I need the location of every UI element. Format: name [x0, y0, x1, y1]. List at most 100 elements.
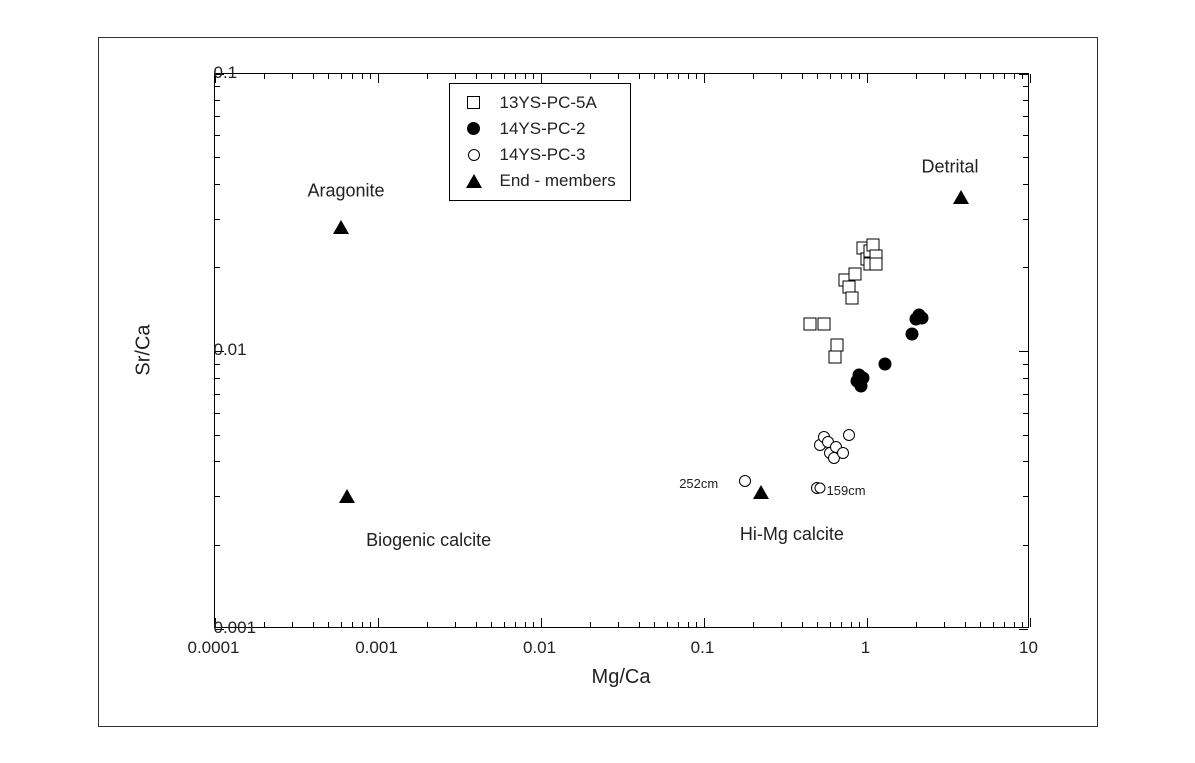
axis-tick: [993, 622, 994, 627]
axis-tick: [704, 618, 705, 627]
axis-tick: [618, 622, 619, 627]
axis-tick: [328, 622, 329, 627]
data-point: [848, 267, 861, 280]
axis-tick: [841, 622, 842, 627]
axis-tick: [1023, 364, 1028, 365]
axis-tick: [215, 184, 220, 185]
axis-tick: [696, 622, 697, 627]
axis-tick: [215, 378, 220, 379]
axis-tick: [378, 74, 379, 83]
legend-item: 14YS-PC-2: [460, 116, 616, 142]
axis-tick: [504, 74, 505, 79]
axis-tick: [1022, 622, 1023, 627]
annotation-label: Hi-Mg calcite: [740, 524, 844, 545]
axis-tick: [965, 622, 966, 627]
axis-tick: [215, 267, 220, 268]
x-tick-label: 10: [1019, 638, 1038, 658]
axis-tick: [491, 74, 492, 79]
axis-tick: [215, 545, 220, 546]
axis-tick: [817, 74, 818, 79]
axis-tick: [455, 622, 456, 627]
axis-tick: [362, 74, 363, 79]
axis-tick: [1023, 378, 1028, 379]
axis-tick: [504, 622, 505, 627]
axis-tick: [1023, 184, 1028, 185]
x-axis-title: Mg/Ca: [592, 666, 651, 689]
data-point: [818, 318, 831, 331]
axis-tick: [1023, 545, 1028, 546]
axis-tick: [378, 618, 379, 627]
axis-tick: [678, 74, 679, 79]
legend-box: 13YS-PC-5A 14YS-PC-2 14YS-PC-3 End - member…: [449, 83, 631, 201]
axis-tick: [1023, 157, 1028, 158]
x-tick-label: 0.001: [355, 638, 398, 658]
axis-tick: [802, 74, 803, 79]
data-point: [905, 328, 918, 341]
axis-tick: [678, 622, 679, 627]
axis-tick: [639, 622, 640, 627]
axis-tick: [980, 622, 981, 627]
axis-tick: [1023, 461, 1028, 462]
data-point: [753, 485, 769, 499]
axis-tick: [313, 622, 314, 627]
data-point: [831, 339, 844, 352]
axis-tick: [362, 622, 363, 627]
legend-item: 14YS-PC-3: [460, 142, 616, 168]
legend-label: 13YS-PC-5A: [500, 93, 597, 113]
axis-tick: [1023, 413, 1028, 414]
data-point: [339, 489, 355, 503]
axis-tick: [541, 618, 542, 627]
annotation-label: Biogenic calcite: [366, 530, 491, 551]
axis-tick: [590, 622, 591, 627]
axis-tick: [215, 435, 220, 436]
axis-tick: [781, 74, 782, 79]
plot-container: Mg/Ca Sr/Ca 13YS-PC-5A 14YS-PC-2 14YS-PC-3…: [99, 38, 1099, 728]
axis-tick: [965, 74, 966, 79]
axis-tick: [1023, 267, 1028, 268]
axis-tick: [944, 622, 945, 627]
axis-tick: [841, 74, 842, 79]
axis-tick: [370, 74, 371, 79]
axis-tick: [1019, 351, 1028, 352]
data-point: [815, 483, 826, 494]
x-tick-label: 0.01: [523, 638, 556, 658]
data-point: [843, 429, 855, 441]
axis-tick: [867, 74, 868, 83]
axis-tick: [867, 618, 868, 627]
chart-frame: Mg/Ca Sr/Ca 13YS-PC-5A 14YS-PC-2 14YS-PC-3…: [98, 37, 1098, 727]
circle-open-icon: [460, 149, 488, 161]
axis-tick: [292, 74, 293, 79]
axis-tick: [476, 622, 477, 627]
axis-tick: [1014, 74, 1015, 79]
axis-tick: [264, 74, 265, 79]
axis-tick: [667, 74, 668, 79]
axis-tick: [1023, 394, 1028, 395]
axis-tick: [667, 622, 668, 627]
y-axis-title: Sr/Ca: [132, 324, 155, 375]
circle-filled-icon: [460, 122, 488, 135]
axis-tick: [215, 219, 220, 220]
axis-tick: [328, 74, 329, 79]
axis-tick: [817, 622, 818, 627]
x-tick-label: 1: [861, 638, 870, 658]
axis-tick: [292, 622, 293, 627]
axis-tick: [491, 622, 492, 627]
data-point: [953, 190, 969, 204]
axis-tick: [753, 622, 754, 627]
axis-tick: [980, 74, 981, 79]
x-tick-label: 0.1: [691, 638, 715, 658]
axis-tick: [1023, 86, 1028, 87]
axis-tick: [830, 74, 831, 79]
axis-tick: [696, 74, 697, 79]
axis-tick: [215, 157, 220, 158]
axis-tick: [944, 74, 945, 79]
axis-tick: [533, 622, 534, 627]
axis-tick: [1004, 74, 1005, 79]
axis-tick: [1023, 219, 1028, 220]
x-tick-label: 0.0001: [188, 638, 240, 658]
axis-tick: [215, 413, 220, 414]
legend-label: End - members: [500, 171, 616, 191]
axis-tick: [427, 74, 428, 79]
axis-tick: [1019, 629, 1028, 630]
legend-label: 14YS-PC-3: [500, 145, 586, 165]
